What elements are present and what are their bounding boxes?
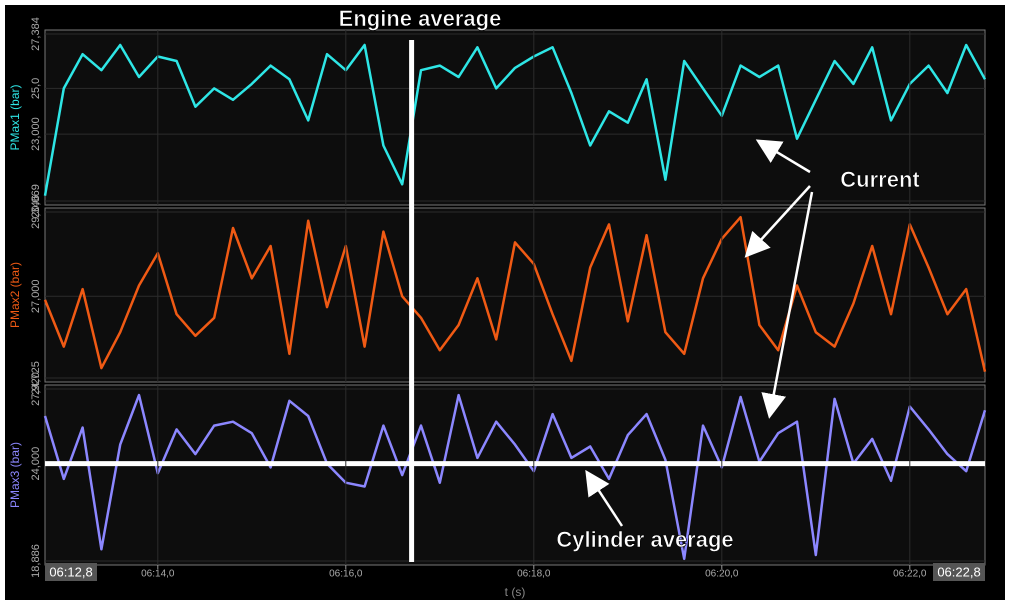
data-line (43, 215, 987, 372)
x-axis-label: t (s) (505, 585, 526, 599)
current-label: Current (840, 167, 920, 192)
x-tick-label: 06:16,0 (329, 569, 363, 580)
x-tick-label: 06:20,0 (705, 569, 739, 580)
y-axis-label: PMax2 (bar) (8, 262, 22, 328)
panel (44, 207, 986, 383)
cylinder-average-label: Cylinder average (556, 527, 733, 552)
y-tick-label: 29,346 (30, 195, 42, 229)
panel (44, 29, 986, 206)
x-tick-label: 06:12,8 (49, 564, 92, 579)
y-tick-label: 24,725 (30, 361, 42, 395)
arrow (755, 139, 811, 174)
y-tick-label: 18,886 (30, 544, 42, 578)
x-tick-label: 06:22,0 (893, 569, 927, 580)
data-line (43, 393, 987, 561)
panel (44, 384, 986, 566)
y-tick-label: 27,920 (30, 372, 42, 406)
y-tick-label: 27,384 (30, 17, 42, 51)
x-tick-label: 06:18,0 (517, 569, 551, 580)
y-tick-label: 24,000 (30, 447, 42, 481)
y-axis-label: PMax1 (bar) (8, 84, 22, 150)
arrow (744, 185, 811, 258)
y-tick-label: 20,069 (30, 184, 42, 218)
arrow (761, 191, 814, 419)
data-line (43, 43, 987, 196)
y-tick-label: 25,0 (30, 78, 42, 99)
y-axis-label: PMax3 (bar) (8, 442, 22, 508)
arrow (585, 469, 624, 527)
y-tick-label: 27,000 (30, 279, 42, 313)
x-range-box (45, 563, 97, 581)
x-range-box (933, 563, 985, 581)
y-tick-label: 23,000 (30, 117, 42, 151)
x-tick-label: 06:14,0 (141, 569, 175, 580)
x-tick-label: 06:22,8 (937, 564, 980, 579)
engine-average-label: Engine average (339, 6, 502, 31)
